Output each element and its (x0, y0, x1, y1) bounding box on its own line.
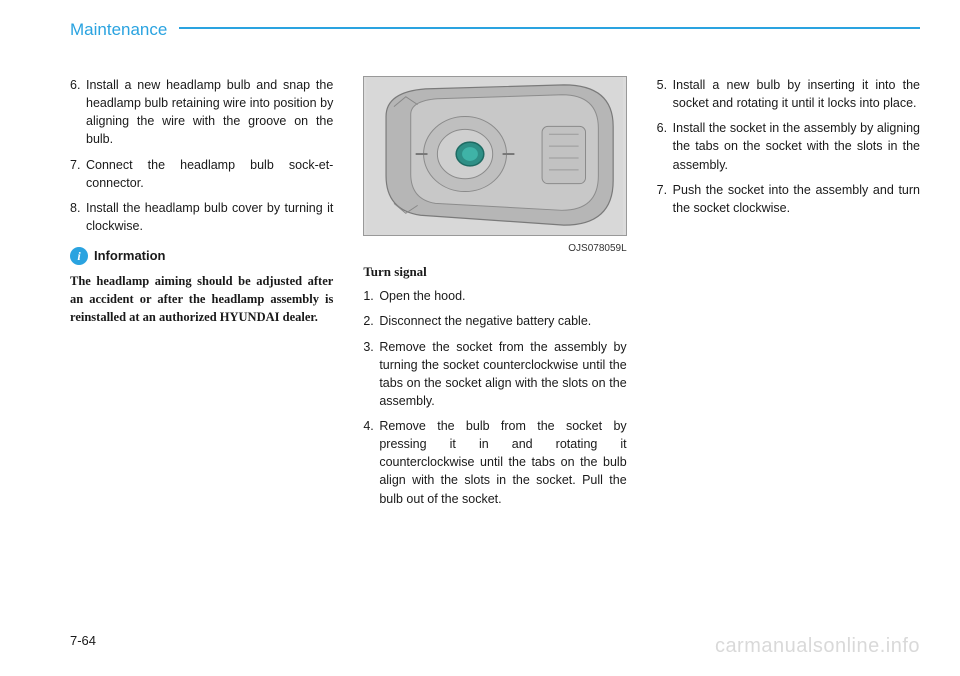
list-item: 5. Install a new bulb by inserting it in… (657, 76, 920, 112)
sub-heading: Turn signal (363, 263, 626, 282)
list-item: 3. Remove the socket from the assembly b… (363, 338, 626, 411)
content-columns: 6. Install a new headlamp bulb and snap … (70, 76, 920, 515)
headlamp-illustration (364, 77, 625, 235)
list-number: 1. (363, 287, 379, 305)
list-number: 8. (70, 199, 86, 235)
watermark: carmanualsonline.info (715, 635, 920, 658)
info-icon: i (70, 247, 88, 265)
list-item: 6. Install the socket in the assembly by… (657, 119, 920, 173)
list-text: Install the headlamp bulb cover by turni… (86, 199, 333, 235)
list-number: 3. (363, 338, 379, 411)
list-text: Remove the socket from the assembly by t… (379, 338, 626, 411)
list-item: 6. Install a new headlamp bulb and snap … (70, 76, 333, 149)
list-item: 2. Disconnect the negative battery cable… (363, 312, 626, 330)
list-item: 1. Open the hood. (363, 287, 626, 305)
list-text: Install a new bulb by inserting it into … (673, 76, 920, 112)
page-number: 7-64 (70, 633, 96, 648)
section-title: Maintenance (70, 20, 167, 40)
info-label: Information (94, 247, 166, 266)
headlamp-figure (363, 76, 626, 236)
list-text: Install the socket in the assembly by al… (673, 119, 920, 173)
list-text: Connect the headlamp bulb sock-et-connec… (86, 156, 333, 192)
list-number: 6. (657, 119, 673, 173)
list-number: 5. (657, 76, 673, 112)
list-number: 7. (70, 156, 86, 192)
list-number: 4. (363, 417, 379, 508)
list-text: Push the socket into the assembly and tu… (673, 181, 920, 217)
column-3: 5. Install a new bulb by inserting it in… (657, 76, 920, 515)
list-text: Remove the bulb from the socket by press… (379, 417, 626, 508)
list-number: 6. (70, 76, 86, 149)
list-item: 4. Remove the bulb from the socket by pr… (363, 417, 626, 508)
information-heading: i Information (70, 247, 333, 266)
column-2: OJS078059L Turn signal 1. Open the hood.… (363, 76, 626, 515)
list-text: Disconnect the negative battery cable. (379, 312, 626, 330)
list-text: Install a new headlamp bulb and snap the… (86, 76, 333, 149)
column-1: 6. Install a new headlamp bulb and snap … (70, 76, 333, 515)
list-text: Open the hood. (379, 287, 626, 305)
figure-code: OJS078059L (363, 242, 626, 257)
page-header: Maintenance (70, 20, 920, 40)
list-item: 7. Push the socket into the assembly and… (657, 181, 920, 217)
header-rule (179, 27, 920, 29)
list-item: 8. Install the headlamp bulb cover by tu… (70, 199, 333, 235)
list-number: 7. (657, 181, 673, 217)
list-item: 7. Connect the headlamp bulb sock-et-con… (70, 156, 333, 192)
list-number: 2. (363, 312, 379, 330)
info-text: The headlamp aiming should be adjusted a… (70, 272, 333, 326)
